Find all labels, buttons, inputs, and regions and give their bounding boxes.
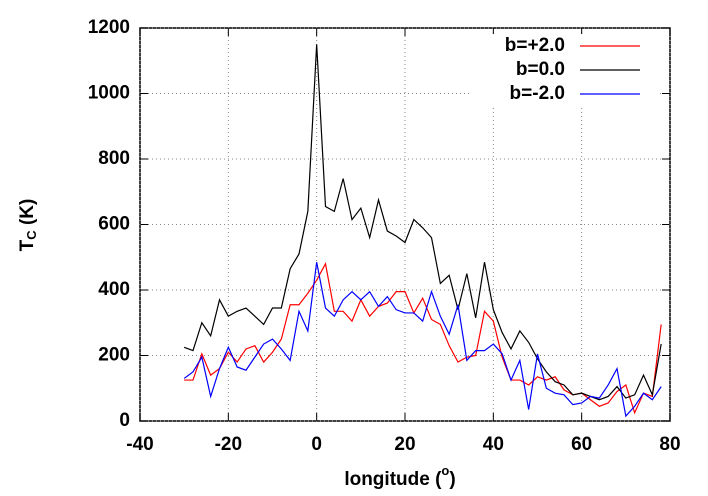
y-tick-label: 800 [98,148,130,169]
x-tick-label: 20 [394,434,415,455]
y-tick-label: 400 [98,279,130,300]
y-tick-label: 1200 [88,17,130,38]
x-tick-label: -20 [215,434,242,455]
data-line [183,262,662,418]
y-tick-label: 0 [119,410,130,431]
y-tick-label: 200 [98,345,130,366]
x-label-end: ) [449,469,455,490]
data-line [183,44,662,401]
data-line [184,262,662,415]
x-tick-label: 60 [571,434,592,455]
legend-label: b=0.0 [516,59,565,80]
y-axis-label: TC (K) [17,199,39,252]
x-tick-label: 80 [659,434,680,455]
x-label-sup: o [441,463,449,478]
y-label-sub: C [24,230,39,240]
x-tick-label: -40 [126,434,153,455]
x-tick-label: 40 [483,434,504,455]
x-label-main: longitude ( [344,469,442,490]
x-tick-label: 0 [311,434,322,455]
y-label-end: (K) [17,199,38,231]
y-label-main: T [17,239,38,251]
x-axis-label: longitude (o) [344,463,455,490]
y-tick-label: 600 [98,214,130,235]
y-tick-label: 1000 [88,83,130,104]
legend-label: b=+2.0 [505,35,565,56]
legend-label: b=-2.0 [510,83,565,104]
